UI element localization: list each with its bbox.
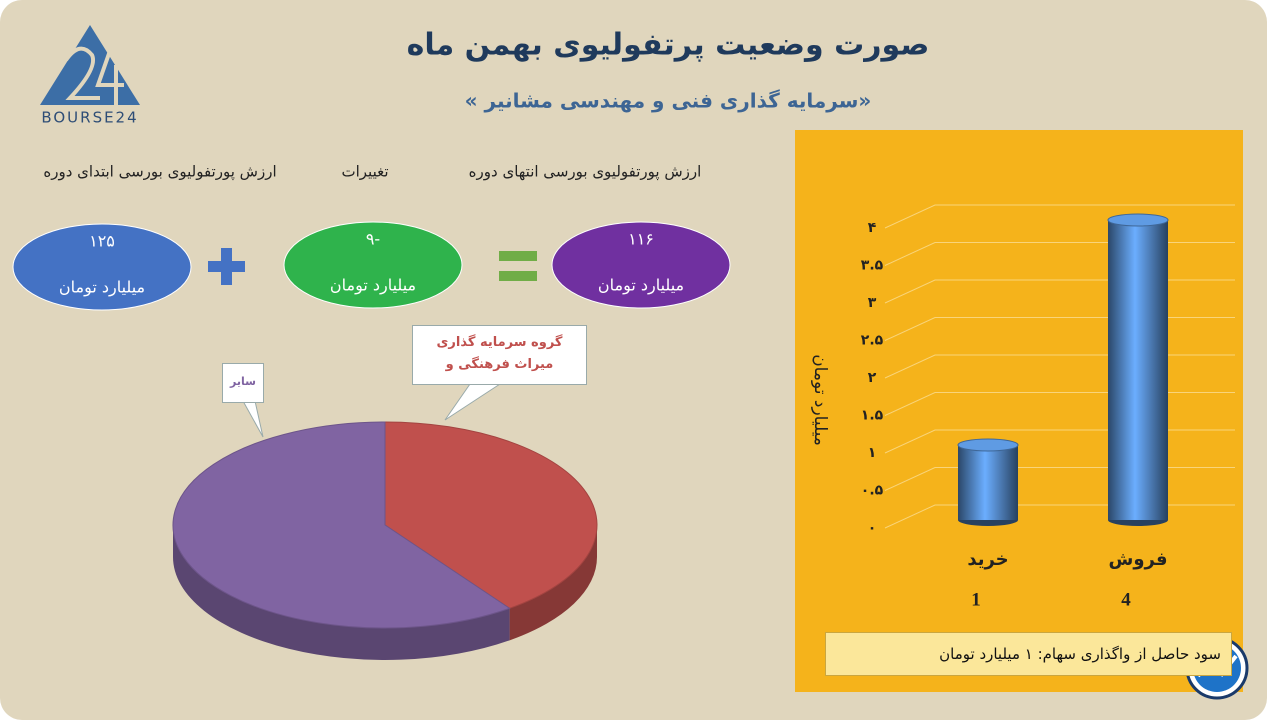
x-tick-label: خرید	[967, 549, 1008, 570]
bar	[1108, 220, 1168, 520]
grid-line	[884, 204, 1235, 229]
logo-text: BOURSE24	[41, 109, 138, 127]
title: صورت وضعیت پرتفولیوی بهمن ماه	[407, 28, 930, 63]
value-label: 1	[971, 589, 981, 610]
y-tick-label: ۳.۵	[861, 258, 884, 274]
callout-pointer	[444, 383, 501, 421]
equals-sign	[499, 251, 537, 281]
bar-panel	[795, 130, 1243, 692]
bar-top	[957, 438, 1019, 452]
y-tick-label: ۰.۵	[861, 483, 884, 499]
value-label: 4	[1121, 589, 1131, 610]
summary-unit: میلیارد تومان	[330, 276, 416, 296]
pie-callout: گروه سرمایه گذاری میراث فرهنگی و	[412, 325, 587, 385]
x-tick-label: فروش	[1108, 549, 1167, 570]
pie-slice	[172, 421, 511, 629]
summary-amount: ۱۱۶	[628, 230, 654, 249]
summary-oval	[551, 221, 731, 309]
y-tick-label: ۲.۵	[861, 333, 884, 349]
summary-amount: -۹	[366, 230, 380, 249]
logo-mark	[40, 25, 140, 105]
y-tick-label: ۴	[868, 220, 877, 236]
subtitle: «سرمایه گذاری فنی و مهندسی مشانیر »	[465, 89, 872, 113]
summary-amount: ۱۲۵	[89, 232, 115, 251]
summary-unit: میلیارد تومان	[59, 278, 145, 298]
note: سود حاصل از واگذاری سهام: ۱ میلیارد توما…	[825, 632, 1232, 676]
summary-label: ارزش پورتفولیوی بورسی ابتدای دوره	[43, 163, 276, 182]
y-tick-label: ۳	[868, 295, 877, 311]
y-axis-label: میلیارد تومان	[810, 354, 830, 446]
plus-sign	[208, 248, 245, 285]
summary-oval	[12, 223, 192, 311]
y-tick-label: ۲	[868, 370, 877, 386]
callout-pointer	[242, 400, 264, 438]
summary-unit: میلیارد تومان	[598, 276, 684, 296]
bar	[958, 445, 1018, 520]
bar-top	[1107, 213, 1169, 227]
y-tick-label: ۰	[868, 520, 877, 536]
summary-oval	[283, 221, 463, 309]
pie-slice	[384, 421, 598, 609]
y-tick-label: ۱.۵	[861, 408, 884, 424]
summary-label: ارزش پورتفولیوی بورسی انتهای دوره	[469, 163, 702, 182]
pie-side	[509, 525, 597, 641]
pie-callout: سایر	[222, 363, 264, 403]
summary-label: تغییرات	[341, 163, 388, 181]
y-tick-label: ۱	[868, 445, 877, 461]
